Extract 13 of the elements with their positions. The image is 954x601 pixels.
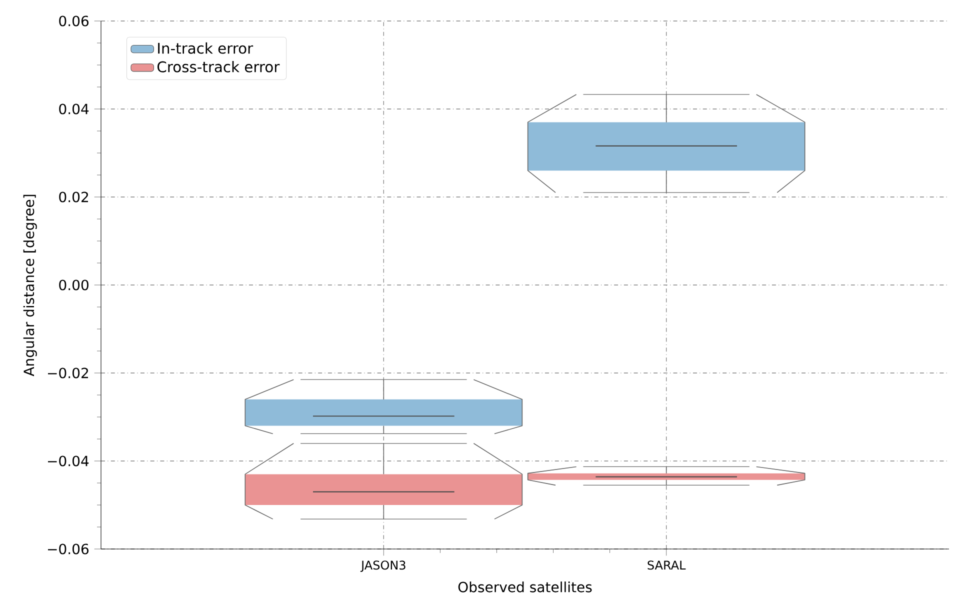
legend-label: In-track error [158,42,254,54]
x-tick-label: JASON3 [360,560,406,572]
y-tick-label: −0.04 [48,456,89,466]
y-tick-label: 0.00 [59,280,88,290]
x-axis-title: Observed satellites [458,582,592,592]
y-tick-label: −0.02 [48,368,88,378]
legend-label: Cross-track error [157,61,280,72]
y-tick-label: 0.02 [59,192,88,202]
y-axis-title: Angular distance [degree] [23,194,37,376]
y-tick-label: 0.04 [59,104,89,114]
y-tick-label: −0.06 [48,544,88,554]
x-tick-label: SARAL [648,560,686,570]
y-tick-label: 0.06 [59,16,88,26]
